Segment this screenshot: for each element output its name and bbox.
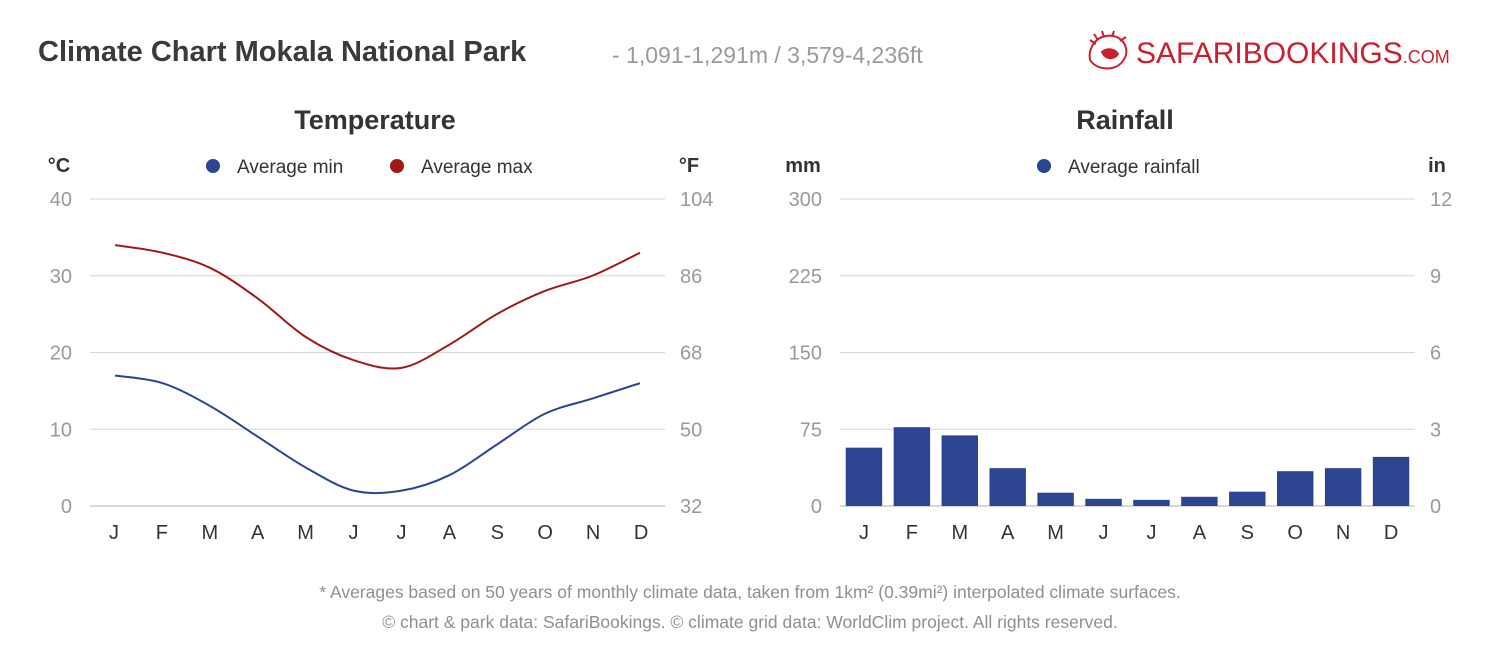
x-tick-label: S xyxy=(1241,522,1254,544)
y-tick-left: 150 xyxy=(789,343,822,365)
y-axis-unit-right: in xyxy=(1428,155,1446,177)
y-axis-unit-right: °F xyxy=(679,155,699,177)
y-tick-right: 9 xyxy=(1430,266,1441,288)
safaribookings-logo[interactable]: SAFARIBOOKINGS.COM xyxy=(1086,30,1466,74)
legend-marker xyxy=(206,159,220,173)
rainfall-bar xyxy=(1324,468,1362,506)
rainfall-bar xyxy=(1372,456,1410,506)
x-tick-label: A xyxy=(1193,522,1207,544)
y-tick-right: 50 xyxy=(680,419,702,441)
y-axis-unit-left: mm xyxy=(785,155,821,177)
footer-credits: © chart & park data: SafariBookings. © c… xyxy=(382,612,1118,632)
x-tick-label: M xyxy=(1047,522,1064,544)
rainfall-bar xyxy=(941,435,978,506)
y-tick-right: 104 xyxy=(680,189,713,211)
rainfall-bar xyxy=(1037,492,1074,506)
y-axis-unit-left: °C xyxy=(48,155,70,177)
y-tick-left: 300 xyxy=(789,189,822,211)
y-tick-right: 32 xyxy=(680,496,702,518)
x-tick-label: N xyxy=(586,522,600,544)
y-tick-right: 86 xyxy=(680,266,702,288)
y-tick-left: 20 xyxy=(50,343,72,365)
y-tick-left: 30 xyxy=(50,266,72,288)
page-title: Climate Chart Mokala National Park xyxy=(38,36,527,68)
legend-label: Average min xyxy=(237,157,343,178)
chart-rainfall: Rainfall mm in 0 0 75 3 150 6 225 9 300 12 J F M A M J J A S O… xyxy=(785,105,1452,544)
y-tick-left: 225 xyxy=(789,266,822,288)
x-tick-label: F xyxy=(906,522,918,544)
x-tick-label: S xyxy=(491,522,504,544)
legend-label: Average max xyxy=(421,157,533,178)
legend-marker xyxy=(1037,159,1051,173)
x-tick-label: M xyxy=(951,522,968,544)
x-tick-label: J xyxy=(859,522,869,544)
legend-marker xyxy=(390,159,404,173)
y-tick-right: 6 xyxy=(1430,343,1441,365)
rainfall-bar xyxy=(1133,499,1170,506)
x-tick-label: O xyxy=(1287,522,1303,544)
rainfall-bar xyxy=(989,468,1026,506)
rainfall-bar xyxy=(893,427,931,506)
x-tick-label: J xyxy=(349,522,359,544)
x-tick-label: J xyxy=(109,522,119,544)
y-tick-right: 0 xyxy=(1430,496,1441,518)
x-tick-label: D xyxy=(1384,522,1398,544)
y-tick-left: 40 xyxy=(50,189,72,211)
x-tick-label: M xyxy=(297,522,314,544)
series-line-average-min xyxy=(114,374,641,495)
y-tick-left: 10 xyxy=(50,419,72,441)
footer-note: * Averages based on 50 years of monthly … xyxy=(319,582,1181,602)
y-tick-right: 3 xyxy=(1430,419,1441,441)
chart-temperature: Temperature °C °F 0 32 10 50 20 68 30 86 40 104 J F M A M… xyxy=(48,105,714,544)
rainfall-bar xyxy=(1229,491,1266,506)
elevation-subtitle: - 1,091-1,291m / 3,579-4,236ft xyxy=(612,42,923,68)
x-tick-label: D xyxy=(634,522,648,544)
y-tick-left: 0 xyxy=(61,496,72,518)
y-tick-right: 12 xyxy=(1430,189,1452,211)
x-tick-label: O xyxy=(537,522,553,544)
series-line-average-max xyxy=(114,244,641,370)
lion-icon xyxy=(1088,30,1128,70)
x-tick-label: A xyxy=(443,522,457,544)
logo-text: SAFARIBOOKINGS.COM xyxy=(1136,37,1450,70)
y-tick-right: 68 xyxy=(680,343,702,365)
rainfall-bar xyxy=(1277,471,1314,506)
rainfall-bar xyxy=(1181,496,1218,506)
rainfall-bar xyxy=(1085,498,1122,506)
chart-title: Temperature xyxy=(294,105,456,135)
y-tick-left: 75 xyxy=(800,419,822,441)
x-tick-label: J xyxy=(1099,522,1109,544)
x-tick-label: J xyxy=(396,522,406,544)
x-tick-label: M xyxy=(201,522,218,544)
x-tick-label: N xyxy=(1336,522,1350,544)
x-tick-label: F xyxy=(156,522,168,544)
rainfall-bar xyxy=(845,447,883,506)
legend-label: Average rainfall xyxy=(1068,157,1200,178)
x-tick-label: A xyxy=(1001,522,1015,544)
x-tick-label: A xyxy=(251,522,265,544)
y-tick-left: 0 xyxy=(811,496,822,518)
x-tick-label: J xyxy=(1146,522,1156,544)
chart-title: Rainfall xyxy=(1076,105,1174,135)
